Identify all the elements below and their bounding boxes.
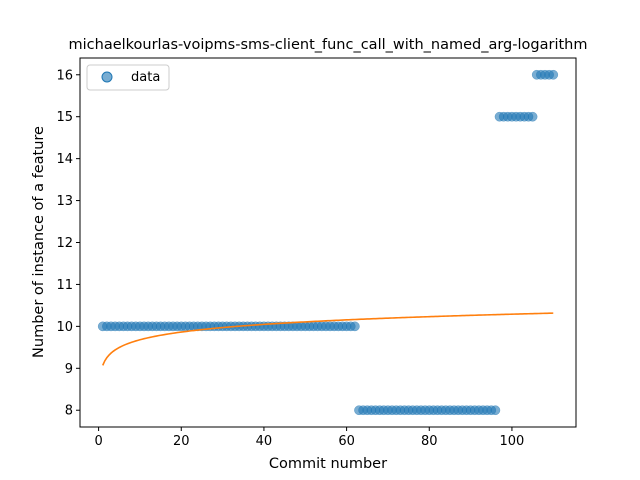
chart-title: michaelkourlas-voipms-sms-client_func_ca… [69, 37, 588, 53]
x-tick-label: 80 [421, 434, 438, 449]
y-tick-label: 16 [56, 68, 73, 83]
y-tick-label: 10 [56, 320, 73, 335]
data-point [527, 111, 538, 122]
data-point [490, 405, 501, 416]
plot-area [97, 69, 559, 416]
fit-line [102, 312, 554, 366]
y-tick-label: 14 [56, 152, 73, 167]
legend: data [86, 64, 170, 91]
y-tick-label: 8 [65, 404, 73, 419]
data-point [350, 321, 360, 332]
x-tick-label: 20 [173, 434, 190, 449]
x-tick-label: 60 [338, 434, 355, 449]
x-tick-label: 0 [94, 434, 102, 449]
y-tick-label: 11 [56, 278, 73, 293]
y-axis-label: Number of instance of a feature [31, 126, 47, 358]
axis-ticks: 0 20 40 60 80 100 8 9 10 11 12 13 14 15 16 [56, 68, 524, 449]
x-tick-label: 100 [500, 434, 525, 449]
y-tick-label: 12 [56, 236, 73, 251]
data-point [548, 69, 559, 80]
x-axis-label: Commit number [269, 456, 387, 472]
y-tick-label: 9 [65, 362, 73, 377]
y-tick-label: 15 [56, 110, 73, 125]
legend-marker-data [101, 71, 113, 83]
x-tick-label: 40 [256, 434, 273, 449]
y-tick-label: 13 [56, 194, 73, 209]
legend-label-data: data [131, 70, 160, 85]
legend-box [86, 64, 170, 91]
